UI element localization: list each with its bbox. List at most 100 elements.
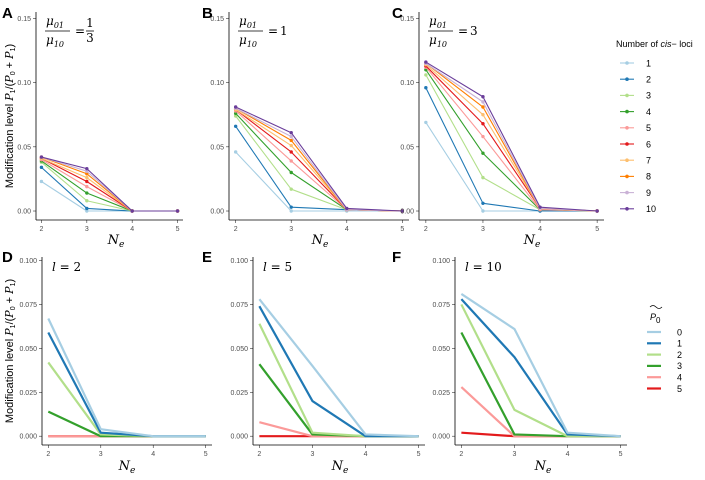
x-axis-label-sub: e: [119, 240, 124, 250]
y-tick-label: 0.05: [210, 144, 224, 151]
x-axis-label-sub: e: [546, 466, 551, 476]
panel-a: 0.00 0.05 0.10 0.15 2 3 4 5 A Ne Modification leve…: [2, 5, 183, 250]
data-point: [289, 159, 293, 163]
y-label-text: Modification level: [4, 336, 16, 423]
x-axis-label-sub: e: [130, 466, 135, 476]
data-point: [85, 209, 89, 213]
y-label-sub: 1: [10, 282, 17, 286]
ratio-numerator: μ01: [46, 14, 64, 30]
legend-swatch-point: [625, 158, 629, 162]
legend-label: 4: [646, 107, 651, 117]
l-annotation: l = 2: [52, 260, 81, 274]
x-tick-label: 4: [345, 226, 349, 233]
data-point: [595, 209, 599, 213]
legend-label: 4: [677, 373, 682, 383]
data-point: [289, 205, 293, 209]
series-line-9: [235, 107, 403, 212]
y-tick-label: 0.050: [19, 346, 37, 353]
x-axis-label: Ne: [118, 459, 136, 476]
x-tick-label: 4: [151, 451, 155, 458]
data-point: [481, 151, 485, 155]
legend-swatch-point: [625, 93, 629, 98]
data-point: [289, 134, 293, 139]
y-axis-label: Modification level P1/(P0 + P1): [3, 44, 17, 188]
x-tick-label: 2: [459, 451, 463, 458]
y-tick-label: 0.10: [17, 80, 31, 87]
legend-swatch-point: [625, 174, 629, 179]
y-label-sym: P: [3, 93, 16, 102]
y-tick-label: 0.000: [432, 434, 450, 441]
equals-sign: =: [268, 24, 278, 38]
y-axis-label: Modification level P1/(P0 + P1): [3, 279, 17, 423]
x-axis-label-sub: e: [343, 466, 348, 476]
panel-label: C: [392, 5, 403, 22]
legend-label: 1: [677, 339, 682, 349]
y-tick-label: 0.10: [210, 80, 224, 87]
data-point: [538, 205, 542, 209]
legend-swatch-point: [625, 142, 629, 146]
x-tick-label: 3: [311, 451, 315, 458]
panel-f: 0.000 0.025 0.050 0.075 0.100 2 3 4 5 F Ne l = 10: [392, 249, 627, 476]
panel-label: F: [392, 249, 401, 266]
data-point: [289, 138, 293, 143]
data-point: [175, 209, 180, 213]
ratio-value: 1: [280, 24, 288, 38]
x-axis-label-main: N: [534, 459, 547, 474]
l-annotation: l = 5: [263, 260, 292, 274]
ratio-subscript: 10: [247, 40, 257, 49]
y-label-text: Modification level: [4, 101, 16, 188]
l-value: 5: [285, 260, 293, 274]
legend-label: 2: [646, 75, 651, 85]
y-label-text: +: [4, 294, 16, 307]
data-point: [481, 95, 485, 99]
data-point: [85, 166, 89, 171]
x-axis-label-main: N: [311, 233, 324, 248]
legend-label: 2: [677, 350, 682, 360]
legend-swatch-point: [625, 61, 629, 65]
legend-title-text: − loci: [672, 39, 693, 49]
y-tick-label: 0.05: [400, 144, 414, 151]
data-point: [289, 209, 293, 213]
y-label-sym: P: [3, 51, 16, 60]
series-line-3: [41, 161, 178, 212]
x-axis-label-main: N: [523, 233, 536, 248]
legend-swatch-point: [625, 109, 629, 114]
l-value: 2: [74, 260, 82, 274]
series-line-0: [258, 298, 419, 438]
ratio-subscript: 01: [437, 21, 447, 30]
l-value: 10: [487, 260, 502, 274]
y-tick-label: 0.10: [400, 80, 414, 87]
y-tick-label: 0.050: [230, 346, 248, 353]
y-label-text: ): [4, 279, 16, 283]
data-point: [481, 100, 485, 104]
y-tick-label: 0.025: [19, 390, 37, 397]
y-label-sym: P: [3, 310, 16, 319]
x-tick-label: 3: [289, 226, 293, 233]
y-label-sub: 0: [10, 71, 17, 75]
value-denominator: 3: [86, 31, 94, 45]
y-label-sym: P: [3, 286, 16, 295]
ratio-denominator: μ10: [239, 33, 257, 49]
series-line-10: [41, 156, 178, 212]
l-symbol: l: [465, 260, 469, 274]
legend-title-symbol: P: [650, 312, 656, 322]
data-point: [39, 165, 44, 170]
ratio-symbol: μ: [46, 14, 54, 28]
series-line-6: [41, 157, 178, 212]
series-line-3: [460, 332, 621, 438]
x-tick-label: 3: [481, 226, 485, 233]
y-tick-label: 0.025: [230, 390, 248, 397]
l-symbol: l: [263, 260, 267, 274]
y-tick-label: 0.15: [400, 16, 414, 23]
data-point: [481, 113, 485, 117]
x-axis-label: Ne: [523, 233, 541, 250]
legend-title: Number of cis− loci: [616, 39, 693, 49]
l-annotation: l = 10: [465, 260, 502, 274]
data-point: [289, 187, 293, 191]
x-tick-label: 2: [39, 226, 43, 233]
data-point: [424, 60, 428, 64]
ratio-subscript: 01: [54, 21, 64, 30]
ratio-subscript: 01: [247, 21, 257, 30]
